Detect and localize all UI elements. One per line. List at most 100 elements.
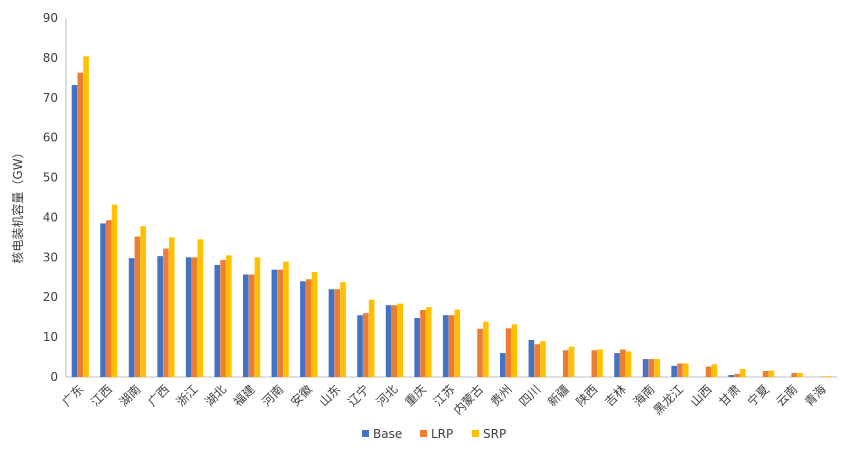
y-tick-label: 80 bbox=[43, 51, 58, 65]
bar-lrp-10 bbox=[363, 313, 369, 377]
y-tick-label: 60 bbox=[43, 131, 58, 145]
bar-srp-12 bbox=[425, 307, 432, 377]
bar-lrp-11 bbox=[391, 305, 398, 377]
x-tick-label: 甘肃 bbox=[716, 382, 743, 409]
bar-lrp-24 bbox=[762, 371, 769, 377]
bar-base-19 bbox=[614, 353, 620, 377]
bar-srp-2 bbox=[140, 226, 146, 377]
bar-srp-4 bbox=[197, 239, 204, 377]
x-tick-label: 湖南 bbox=[116, 382, 144, 410]
bar-srp-14 bbox=[483, 321, 489, 377]
bar-srp-16 bbox=[540, 341, 546, 377]
bar-lrp-13 bbox=[448, 315, 455, 377]
y-tick-label: 40 bbox=[43, 210, 58, 224]
bar-base-20 bbox=[642, 359, 649, 377]
bar-base-0 bbox=[71, 85, 78, 377]
y-tick-label: 30 bbox=[43, 250, 58, 264]
x-tick-label: 吉林 bbox=[602, 382, 629, 409]
x-tick-label: 新疆 bbox=[544, 382, 572, 410]
y-tick-label: 0 bbox=[50, 370, 58, 384]
bar-base-3 bbox=[157, 256, 163, 377]
bar-base-10 bbox=[357, 315, 363, 377]
x-tick-label: 福建 bbox=[230, 382, 258, 410]
bar-srp-19 bbox=[625, 351, 632, 377]
y-tick-label: 90 bbox=[43, 11, 58, 25]
bar-lrp-23 bbox=[734, 373, 740, 377]
bar-srp-8 bbox=[311, 272, 318, 377]
bar-base-1 bbox=[100, 223, 106, 377]
bar-srp-5 bbox=[226, 255, 232, 377]
bar-base-5 bbox=[214, 264, 221, 377]
legend-swatch-base bbox=[362, 430, 369, 437]
x-tick-label: 陕西 bbox=[573, 382, 601, 410]
bar-base-11 bbox=[385, 305, 392, 377]
bar-srp-24 bbox=[768, 370, 775, 377]
bar-srp-9 bbox=[340, 282, 346, 377]
bar-srp-3 bbox=[168, 237, 175, 377]
bar-lrp-15 bbox=[505, 328, 512, 377]
bar-lrp-8 bbox=[305, 279, 312, 377]
bar-base-15 bbox=[500, 353, 506, 377]
legend-label-lrp: LRP bbox=[431, 427, 453, 441]
bar-srp-6 bbox=[254, 257, 261, 377]
y-tick-label: 70 bbox=[43, 91, 58, 105]
bar-srp-22 bbox=[711, 364, 718, 377]
bar-base-8 bbox=[300, 281, 306, 377]
bar-srp-13 bbox=[454, 309, 461, 377]
y-tick-label: 50 bbox=[43, 171, 58, 185]
y-tick-labels: 0 10 20 30 40 50 60 70 80 90 bbox=[43, 11, 58, 384]
y-tick-label: 10 bbox=[43, 330, 58, 344]
bar-base-12 bbox=[414, 317, 420, 377]
bar-base-6 bbox=[243, 274, 249, 377]
x-tick-label: 内蒙古 bbox=[450, 382, 486, 418]
y-tick-label: 20 bbox=[43, 290, 58, 304]
bar-lrp-6 bbox=[248, 274, 255, 377]
bar-lrp-17 bbox=[562, 350, 569, 377]
bar-base-23 bbox=[728, 375, 735, 377]
bar-lrp-22 bbox=[705, 366, 712, 377]
bar-srp-15 bbox=[511, 324, 518, 377]
bar-lrp-14 bbox=[477, 328, 483, 377]
bar-srp-20 bbox=[654, 359, 660, 377]
x-tick-label: 河北 bbox=[374, 382, 401, 409]
legend-label-srp: SRP bbox=[483, 427, 506, 441]
bar-srp-21 bbox=[682, 363, 689, 377]
bar-srp-25 bbox=[797, 373, 803, 377]
bar-base-16 bbox=[528, 339, 535, 377]
bar-lrp-5 bbox=[220, 260, 226, 377]
y-axis-title: 核电装机容量（GW） bbox=[10, 146, 25, 263]
bar-lrp-2 bbox=[134, 236, 141, 377]
x-tick-label: 山东 bbox=[317, 382, 344, 409]
bar-lrp-0 bbox=[77, 72, 84, 378]
bar-lrp-19 bbox=[620, 349, 626, 377]
bars bbox=[71, 56, 832, 378]
x-tick-label: 贵州 bbox=[488, 382, 515, 409]
x-tick-label: 四川 bbox=[516, 382, 543, 409]
bar-lrp-3 bbox=[163, 248, 169, 377]
bar-srp-1 bbox=[111, 204, 118, 377]
bar-base-7 bbox=[271, 269, 278, 377]
bar-lrp-21 bbox=[677, 363, 683, 377]
bar-lrp-20 bbox=[648, 359, 655, 377]
bar-lrp-12 bbox=[420, 309, 426, 377]
x-tick-label: 安徽 bbox=[287, 382, 315, 410]
bar-base-4 bbox=[185, 257, 192, 377]
x-tick-label: 河南 bbox=[259, 382, 287, 410]
bar-srp-18 bbox=[597, 349, 603, 377]
bar-lrp-7 bbox=[277, 269, 283, 377]
bar-srp-26 bbox=[825, 376, 832, 377]
x-tick-label: 山西 bbox=[688, 382, 715, 409]
bar-lrp-16 bbox=[534, 344, 540, 377]
x-tick-label: 江西 bbox=[88, 382, 115, 409]
bar-lrp-18 bbox=[591, 350, 598, 377]
bar-lrp-9 bbox=[334, 289, 341, 377]
legend: Base LRP SRP bbox=[362, 427, 506, 441]
x-tick-label: 云南 bbox=[773, 382, 801, 410]
category-labels: 广东 江西 湖南 广西 浙江 湖北 福建 河南 安徽 山东 辽宁 河北 重庆 江苏内蒙古 贵州 四川 新疆 陕西吉… bbox=[60, 382, 829, 418]
x-tick-label: 广东 bbox=[60, 382, 87, 409]
bar-srp-17 bbox=[568, 346, 575, 377]
legend-label-base: Base bbox=[373, 427, 402, 441]
x-tick-label: 浙江 bbox=[174, 382, 201, 409]
